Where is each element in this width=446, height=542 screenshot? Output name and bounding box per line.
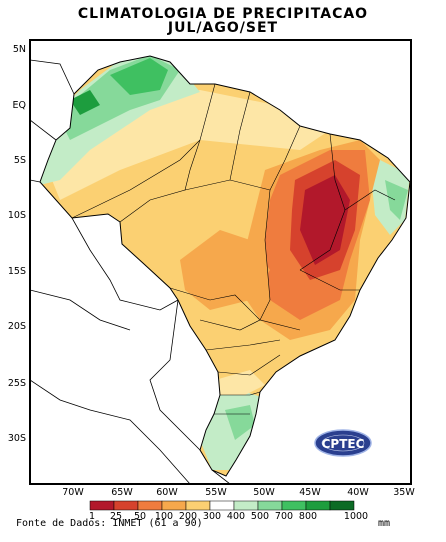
lon-label: 45W	[299, 487, 321, 498]
longitude-labels: 70W 65W 60W 55W 50W 45W 40W 35W	[62, 487, 415, 498]
lat-label: EQ	[13, 100, 26, 111]
data-source: Fonte de Dados: INMET (61 a 90)	[16, 518, 203, 529]
lat-label: 20S	[8, 321, 26, 332]
legend-swatch	[257, 500, 283, 511]
lon-label: 65W	[111, 487, 133, 498]
lat-label: 10S	[8, 210, 26, 221]
legend-swatch	[137, 500, 163, 511]
legend-swatch	[233, 500, 259, 511]
lon-label: 70W	[62, 487, 84, 498]
cptec-logo-text: CPTEC	[322, 437, 365, 451]
legend-swatch	[209, 500, 235, 511]
legend-label: 400	[227, 511, 245, 522]
legend-label: 300	[203, 511, 221, 522]
lon-label: 40W	[347, 487, 369, 498]
legend-swatch	[329, 500, 355, 511]
lat-label: 30S	[8, 433, 26, 444]
latitude-labels: 5N EQ 5S 10S 15S 20S 25S 30S	[8, 44, 26, 444]
legend-label: 500	[251, 511, 269, 522]
lat-label: 5N	[13, 44, 26, 55]
legend-swatch	[89, 500, 115, 511]
lon-label: 60W	[156, 487, 178, 498]
lat-label: 25S	[8, 378, 26, 389]
state-borders	[71, 83, 396, 415]
lat-label: 15S	[8, 266, 26, 277]
legend-label: 25	[110, 511, 122, 522]
lon-label: 35W	[393, 487, 415, 498]
legend-label: 1	[89, 511, 95, 522]
legend-label: 100	[155, 511, 173, 522]
legend-label: 800	[299, 511, 317, 522]
country-borders	[30, 55, 411, 484]
map-title: CLIMATOLOGIA DE PRECIPITACAO	[77, 6, 369, 22]
legend-swatch	[113, 500, 139, 511]
lon-label: 50W	[253, 487, 275, 498]
legend-swatch	[185, 500, 211, 511]
lat-label: 5S	[14, 155, 26, 166]
color-legend: 1 25 50 100 200 300 400 500 700 800 1000	[89, 500, 368, 522]
legend-unit: mm	[378, 518, 391, 529]
map-subtitle: JUL/AGO/SET	[167, 20, 279, 36]
legend-label: 1000	[344, 511, 368, 522]
legend-label: 50	[134, 511, 146, 522]
cptec-logo: CPTEC	[314, 429, 372, 457]
lon-label: 55W	[205, 487, 227, 498]
legend-swatch	[161, 500, 187, 511]
legend-swatch	[305, 500, 331, 511]
legend-swatch	[281, 500, 307, 511]
legend-label: 700	[275, 511, 293, 522]
legend-label: 200	[179, 511, 197, 522]
